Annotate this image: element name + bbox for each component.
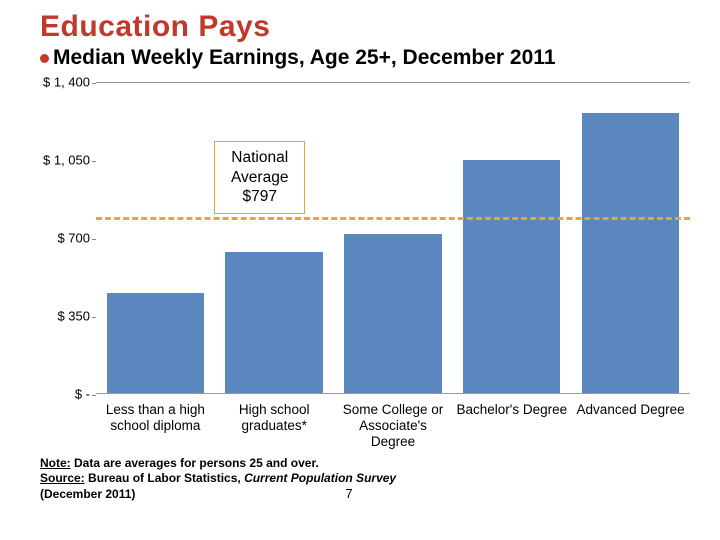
y-tick-label: $ 1, 400	[40, 75, 90, 90]
footnotes: Note: Data are averages for persons 25 a…	[40, 456, 690, 502]
bar-slot	[571, 83, 690, 393]
y-tick-label: $ 700	[40, 231, 90, 246]
source-prefix: Source:	[40, 471, 85, 485]
bar	[582, 113, 679, 393]
y-tick	[92, 83, 96, 84]
y-tick	[92, 161, 96, 162]
x-tick-label: Less than a high school diploma	[96, 398, 215, 454]
y-tick-label: $ 1, 050	[40, 153, 90, 168]
avg-label-3: $797	[231, 187, 288, 206]
bar	[107, 293, 204, 393]
source-italic: Current Population Survey	[244, 471, 396, 485]
avg-label-2: Average	[231, 168, 288, 187]
note-text: Data are averages for persons 25 and ove…	[74, 456, 319, 470]
subtitle-row: Median Weekly Earnings, Age 25+, Decembe…	[40, 46, 690, 70]
y-tick-label: $ 350	[40, 309, 90, 324]
chart: National Average $797 $ - $ 350 $ 700 $ 1, …	[40, 82, 690, 454]
page-number: 7	[345, 486, 352, 502]
bar	[344, 234, 441, 393]
bar	[225, 252, 322, 393]
x-tick-label: Advanced Degree	[571, 398, 690, 454]
y-tick	[92, 395, 96, 396]
subtitle: Median Weekly Earnings, Age 25+, Decembe…	[53, 46, 556, 70]
bars-container	[96, 83, 690, 393]
bullet-icon	[40, 54, 49, 63]
y-tick	[92, 317, 96, 318]
source-date: (December 2011)	[40, 487, 135, 502]
x-axis-labels: Less than a high school diplomaHigh scho…	[96, 398, 690, 454]
bar-slot	[452, 83, 571, 393]
national-average-box: National Average $797	[214, 141, 305, 213]
bar-slot	[215, 83, 334, 393]
x-tick-label: Some College or Associate's Degree	[334, 398, 453, 454]
plot-area: National Average $797	[96, 82, 690, 394]
national-average-line	[96, 217, 690, 220]
bar-slot	[96, 83, 215, 393]
page-title: Education Pays	[40, 10, 690, 44]
y-tick-label: $ -	[40, 387, 90, 402]
x-tick-label: High school graduates*	[215, 398, 334, 454]
note-prefix: Note:	[40, 456, 71, 470]
y-tick	[92, 239, 96, 240]
avg-label-1: National	[231, 148, 288, 167]
bar	[463, 160, 560, 393]
x-tick-label: Bachelor's Degree	[452, 398, 571, 454]
source-text-a: Bureau of Labor Statistics,	[88, 471, 244, 485]
bar-slot	[334, 83, 453, 393]
